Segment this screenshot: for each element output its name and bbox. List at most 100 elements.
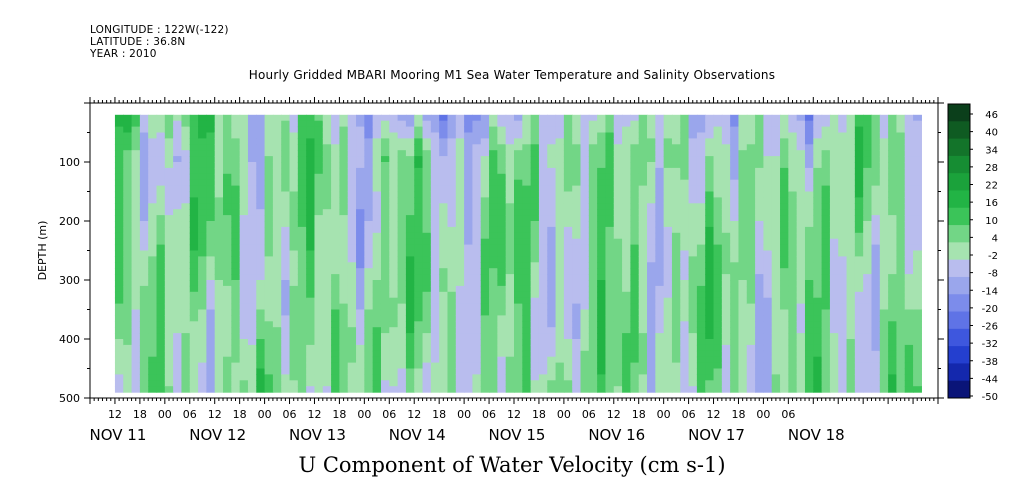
heatmap-cell bbox=[364, 162, 374, 169]
heatmap-cell bbox=[547, 226, 557, 234]
heatmap-cell bbox=[547, 150, 557, 157]
heatmap-cell bbox=[821, 386, 831, 393]
heatmap-cell bbox=[256, 197, 266, 204]
heatmap-cell bbox=[439, 356, 449, 364]
heatmap-cell bbox=[788, 315, 798, 322]
heatmap-cell bbox=[480, 144, 490, 151]
heatmap-cell bbox=[314, 203, 324, 210]
x-tick-label: 06 bbox=[582, 408, 596, 421]
heatmap-cell bbox=[530, 350, 540, 358]
heatmap-cell bbox=[613, 150, 623, 157]
heatmap-cell bbox=[630, 291, 640, 299]
heatmap-cell bbox=[522, 339, 532, 346]
heatmap-cell bbox=[114, 368, 124, 375]
heatmap-cell bbox=[838, 197, 848, 204]
heatmap-cell bbox=[572, 285, 582, 293]
heatmap-cell bbox=[622, 132, 631, 139]
heatmap-cell bbox=[721, 250, 731, 257]
heatmap-cell bbox=[755, 315, 765, 322]
heatmap-cell bbox=[480, 138, 490, 145]
heatmap-cell bbox=[854, 209, 864, 216]
heatmap-cell bbox=[879, 309, 889, 316]
heatmap-cell bbox=[530, 185, 540, 193]
heatmap-cell bbox=[223, 380, 232, 387]
heatmap-cell bbox=[322, 191, 332, 198]
heatmap-cell bbox=[630, 262, 640, 269]
heatmap-cell bbox=[896, 386, 906, 393]
heatmap-cell bbox=[663, 333, 673, 340]
heatmap-cell bbox=[846, 339, 856, 346]
heatmap-cell bbox=[680, 167, 690, 175]
heatmap-cell bbox=[904, 185, 914, 193]
heatmap-cell bbox=[430, 250, 440, 257]
heatmap-cell bbox=[854, 226, 864, 234]
heatmap-cell bbox=[380, 162, 390, 169]
heatmap-cell bbox=[630, 250, 640, 257]
heatmap-cell bbox=[597, 303, 607, 311]
heatmap-cell bbox=[530, 262, 540, 269]
heatmap-cell bbox=[871, 374, 881, 381]
heatmap-cell bbox=[879, 380, 889, 387]
heatmap-cell bbox=[148, 209, 158, 216]
heatmap-cell bbox=[755, 285, 765, 293]
heatmap-cell bbox=[148, 368, 158, 375]
heatmap-cell bbox=[688, 321, 698, 328]
heatmap-cell bbox=[281, 191, 291, 198]
heatmap-cell bbox=[505, 197, 515, 204]
heatmap-cell bbox=[605, 280, 615, 287]
heatmap-cell bbox=[364, 156, 374, 163]
heatmap-cell bbox=[247, 209, 257, 216]
heatmap-cell bbox=[256, 167, 266, 175]
heatmap-cell bbox=[547, 344, 557, 352]
heatmap-cell bbox=[505, 232, 515, 240]
heatmap-cell bbox=[131, 162, 141, 169]
heatmap-cell bbox=[763, 173, 773, 181]
heatmap-cell bbox=[763, 362, 773, 370]
heatmap-cell bbox=[746, 374, 756, 381]
heatmap-cell bbox=[114, 244, 124, 252]
heatmap-cell bbox=[888, 274, 898, 281]
heatmap-cell bbox=[547, 274, 557, 281]
heatmap-cell bbox=[904, 291, 914, 299]
heatmap-cell bbox=[829, 126, 839, 134]
heatmap-cell bbox=[796, 327, 806, 334]
heatmap-cell bbox=[439, 203, 449, 210]
heatmap-cell bbox=[713, 268, 723, 275]
heatmap-cell bbox=[414, 262, 424, 269]
heatmap-cell bbox=[696, 309, 706, 316]
heatmap-cell bbox=[489, 232, 498, 240]
heatmap-cell bbox=[514, 380, 523, 387]
heatmap-cell bbox=[538, 303, 548, 311]
heatmap-cell bbox=[788, 250, 798, 257]
heatmap-cell bbox=[838, 356, 848, 364]
heatmap-cell bbox=[480, 268, 490, 275]
heatmap-cell bbox=[131, 167, 141, 175]
heatmap-cell bbox=[289, 297, 299, 305]
heatmap-cell bbox=[755, 274, 765, 281]
heatmap-cell bbox=[472, 368, 482, 375]
heatmap-cell bbox=[356, 156, 365, 163]
heatmap-cell bbox=[688, 256, 698, 263]
heatmap-cell bbox=[148, 232, 158, 240]
heatmap-cell bbox=[821, 114, 831, 122]
heatmap-cell bbox=[588, 185, 598, 193]
heatmap-cell bbox=[297, 150, 307, 157]
heatmap-cell bbox=[796, 238, 806, 246]
heatmap-cell bbox=[904, 221, 914, 228]
heatmap-cell bbox=[514, 309, 523, 316]
heatmap-cell bbox=[114, 356, 124, 364]
heatmap-cell bbox=[713, 297, 723, 305]
heatmap-cell bbox=[688, 250, 698, 257]
heatmap-cell bbox=[913, 120, 922, 128]
heatmap-cell bbox=[397, 339, 407, 346]
heatmap-cell bbox=[538, 114, 548, 122]
heatmap-cell bbox=[173, 221, 183, 228]
heatmap-cell bbox=[804, 327, 814, 334]
heatmap-cell bbox=[164, 173, 174, 181]
heatmap-cell bbox=[389, 209, 399, 216]
heatmap-cell bbox=[738, 321, 748, 328]
heatmap-cell bbox=[879, 114, 889, 122]
heatmap-cell bbox=[671, 256, 681, 263]
heatmap-cell bbox=[647, 368, 656, 375]
heatmap-cell bbox=[272, 138, 282, 145]
